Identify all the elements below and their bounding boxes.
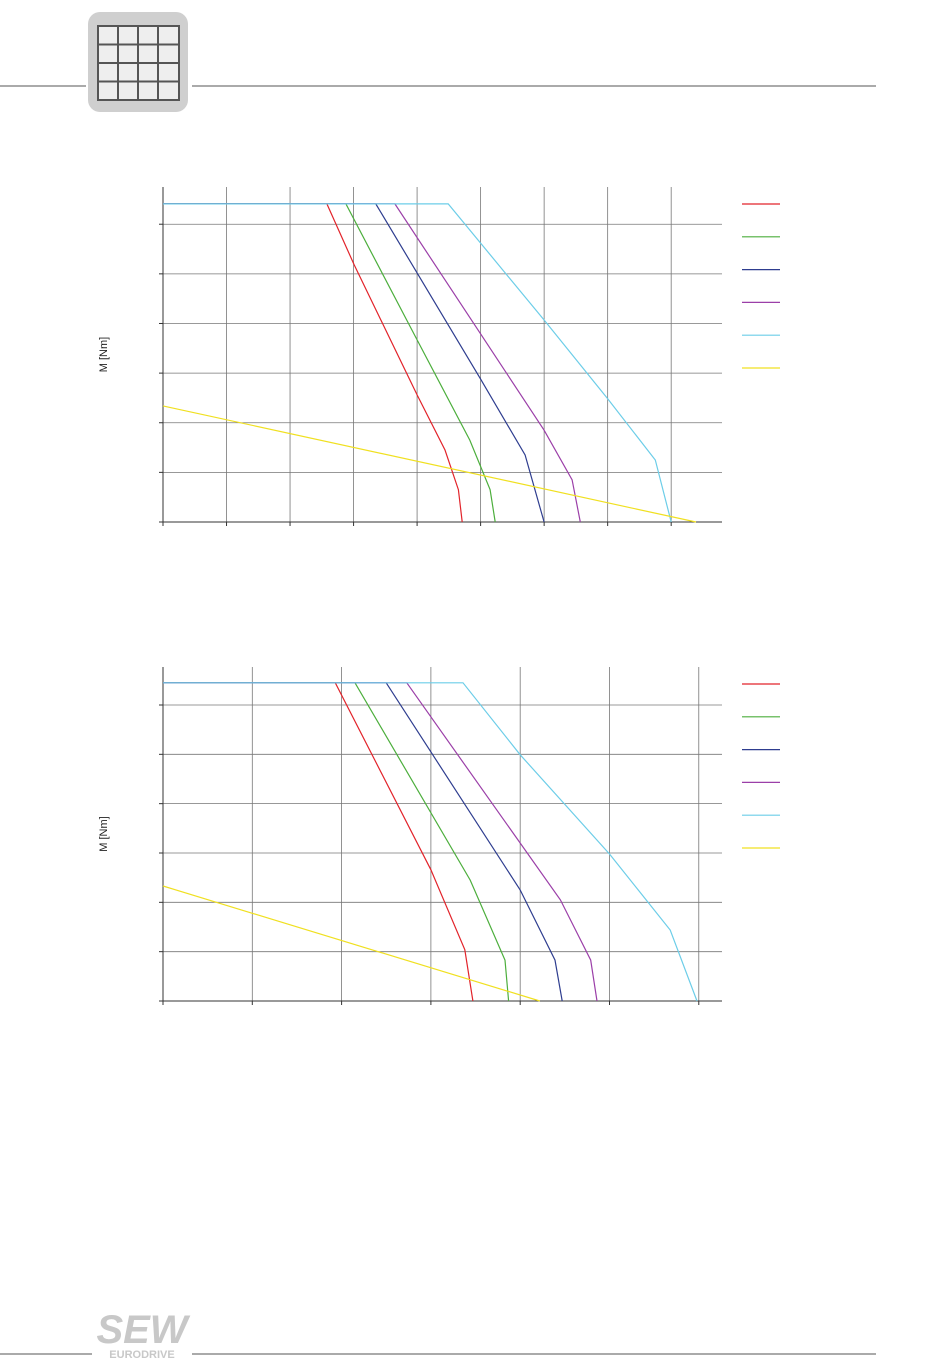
series-line bbox=[163, 203, 672, 523]
series-line bbox=[162, 405, 697, 523]
section-icon bbox=[88, 12, 188, 112]
series-line bbox=[163, 682, 510, 1002]
series-line bbox=[163, 682, 598, 1002]
series-line bbox=[162, 885, 540, 1002]
y-axis-label: M [Nm] bbox=[98, 816, 110, 851]
logo-name: SEW bbox=[96, 1308, 190, 1352]
series-line bbox=[163, 682, 698, 1002]
chart: M [Nm] bbox=[98, 667, 780, 1005]
y-axis-label: M [Nm] bbox=[98, 337, 110, 372]
chart: M [Nm] bbox=[98, 187, 780, 526]
series-line bbox=[163, 203, 581, 523]
series-line bbox=[163, 203, 496, 523]
logo-subtitle: EURODRIVE bbox=[109, 1349, 174, 1360]
series-line bbox=[163, 682, 474, 1002]
